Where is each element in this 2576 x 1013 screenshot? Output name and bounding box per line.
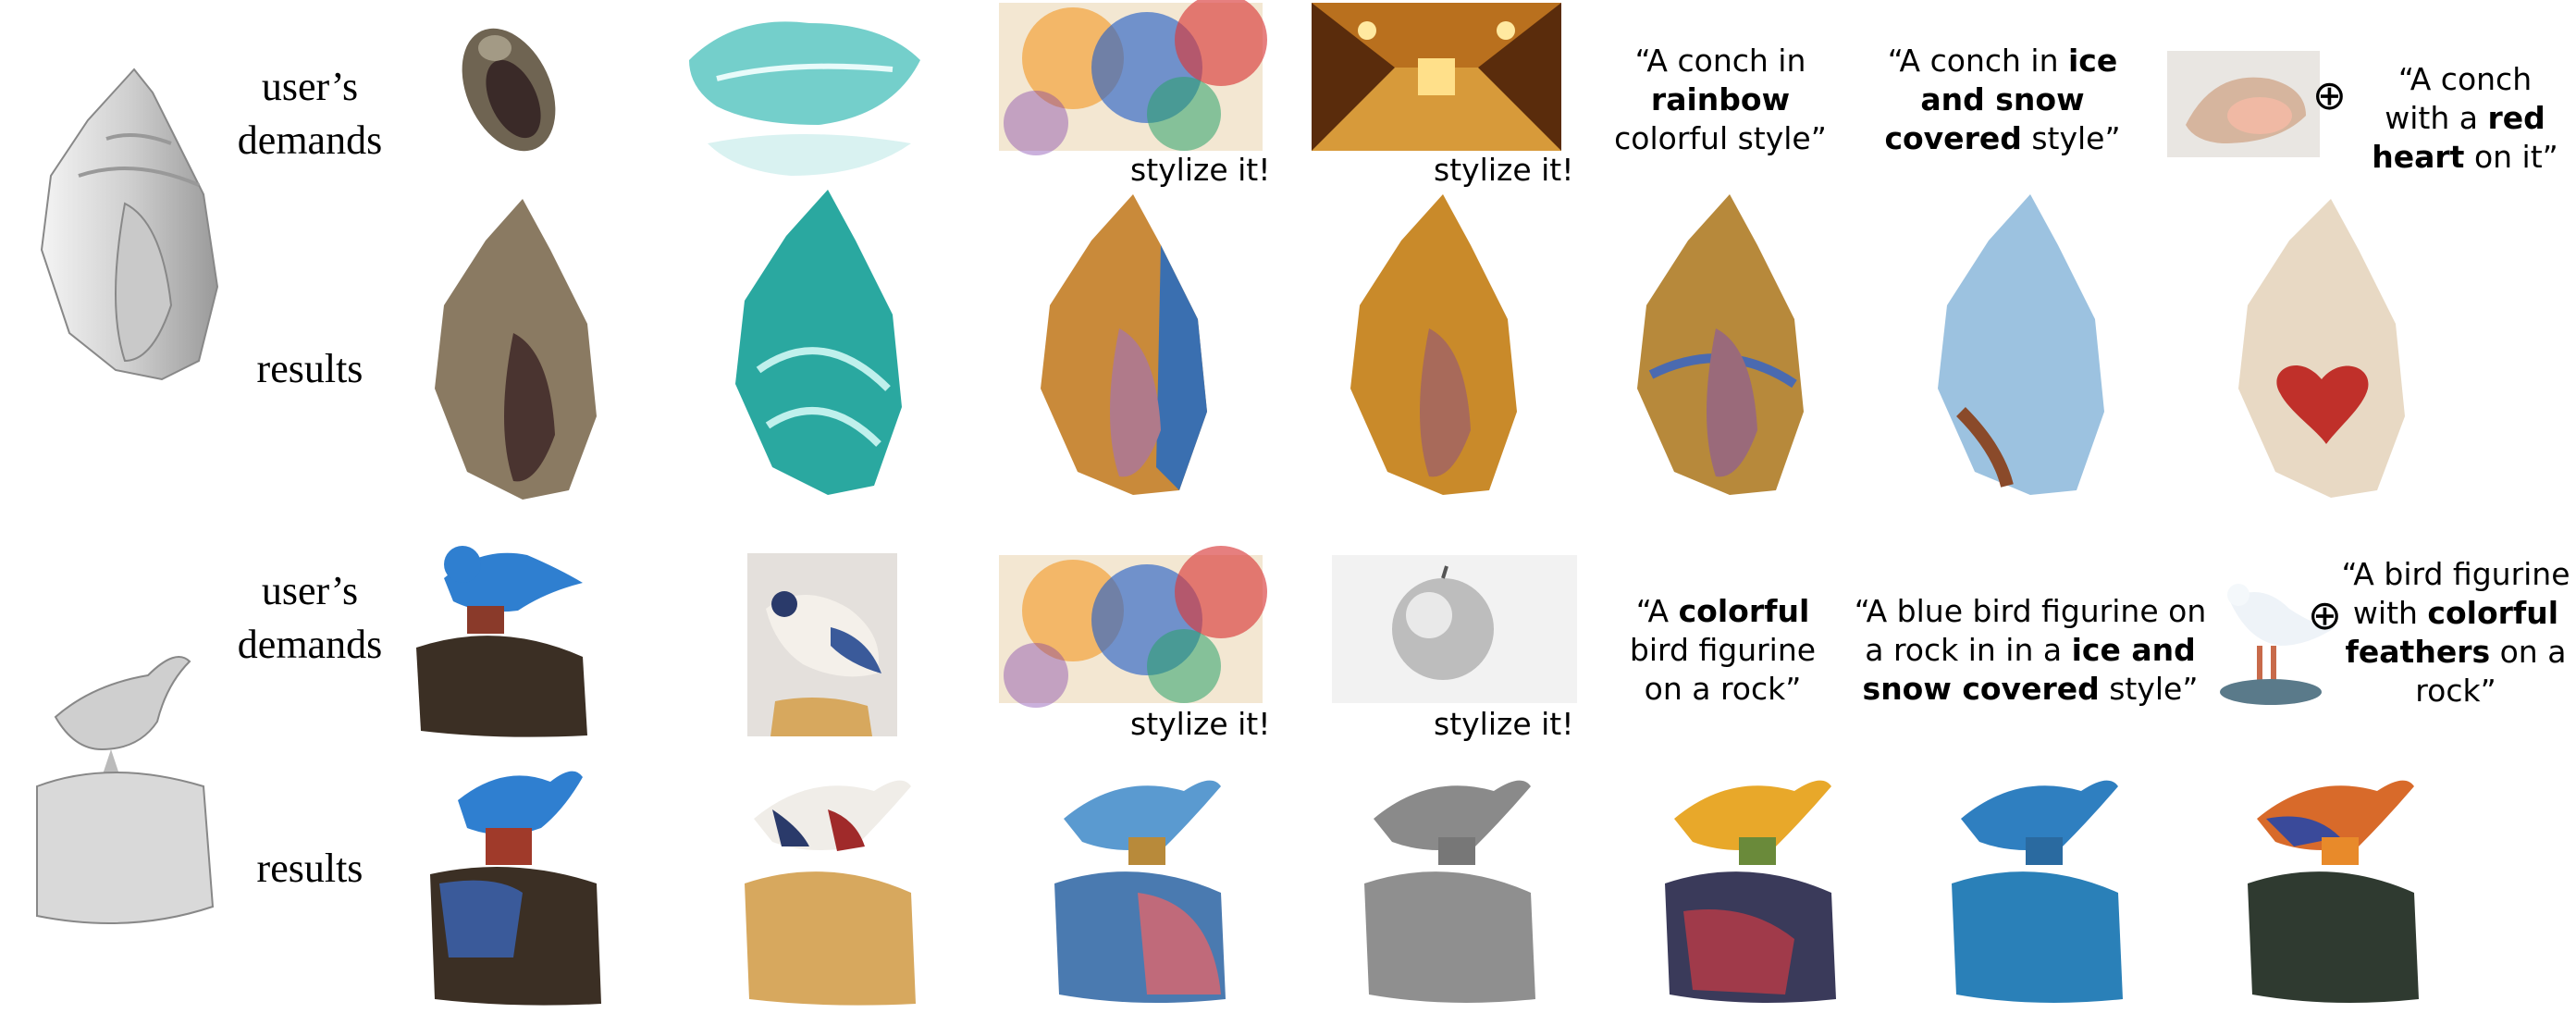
watercolor-style-image-2 bbox=[999, 546, 1267, 708]
pencil-apple-style-image bbox=[1332, 555, 1577, 703]
row2-prompt-ice-snow: “A blue bird figurine on a rock in in a … bbox=[1854, 593, 2207, 707]
result-conch-red-heart bbox=[2238, 199, 2405, 498]
result-bird-colorful-feathers bbox=[2248, 780, 2419, 1003]
result-conch-watercolor bbox=[1041, 194, 1207, 495]
ceramic-bird-photo-image bbox=[747, 553, 897, 736]
result-bird-ice bbox=[1952, 780, 2123, 1003]
glass-conch-image bbox=[689, 21, 920, 176]
row2-prompt-colorful: “A colorful bird figurine on a rock” bbox=[1629, 593, 1817, 707]
row1-prompt-red-heart: “A conch with a red heart on it” bbox=[2372, 61, 2558, 175]
conch-mesh-image bbox=[40, 68, 219, 381]
conch-real-photo-image bbox=[462, 28, 556, 152]
row1-plus-symbol: ⊕ bbox=[2312, 72, 2347, 119]
result-conch-teal bbox=[735, 190, 902, 495]
result-bird-gray bbox=[1364, 780, 1535, 1003]
result-bird-colorful bbox=[1665, 780, 1836, 1003]
result-bird-ceramic bbox=[745, 780, 916, 1006]
pink-conch-photo-image bbox=[2167, 51, 2320, 157]
row2-stylize-label-1: stylize it! bbox=[1130, 706, 1271, 742]
golden-hall-style-image bbox=[1312, 3, 1561, 151]
result-conch-rainbow bbox=[1637, 194, 1804, 495]
result-conch-gold bbox=[1350, 194, 1517, 495]
row1-stylize-label-2: stylize it! bbox=[1434, 152, 1574, 188]
result-bird-blue-rock bbox=[430, 771, 601, 1006]
row2-prompt-colorful-feathers: “A bird figurine with colorful feathers … bbox=[2341, 556, 2570, 709]
row1-prompt-rainbow: “A conch in rainbow colorful style” bbox=[1614, 43, 1827, 156]
row1-results-label: results bbox=[256, 346, 364, 391]
result-conch-natural bbox=[435, 199, 597, 500]
row1-prompt-ice-snow: “A conch in ice and snow covered style” bbox=[1884, 43, 2121, 156]
blue-bird-figurine-image bbox=[416, 546, 587, 737]
row2-stylize-label-2: stylize it! bbox=[1434, 706, 1574, 742]
watercolor-style-image bbox=[999, 0, 1267, 155]
row1-demands-label: user’s demands bbox=[237, 64, 383, 163]
result-conch-ice bbox=[1938, 194, 2104, 495]
row2-results-label: results bbox=[256, 846, 364, 891]
bird-mesh-image bbox=[36, 656, 215, 924]
row2-plus-symbol: ⊕ bbox=[2308, 592, 2342, 639]
white-dove-figurine-image bbox=[2220, 584, 2336, 705]
row2-demands-label: user’s demands bbox=[237, 568, 383, 667]
row1-stylize-label-1: stylize it! bbox=[1130, 152, 1271, 188]
result-bird-watercolor bbox=[1054, 780, 1226, 1003]
